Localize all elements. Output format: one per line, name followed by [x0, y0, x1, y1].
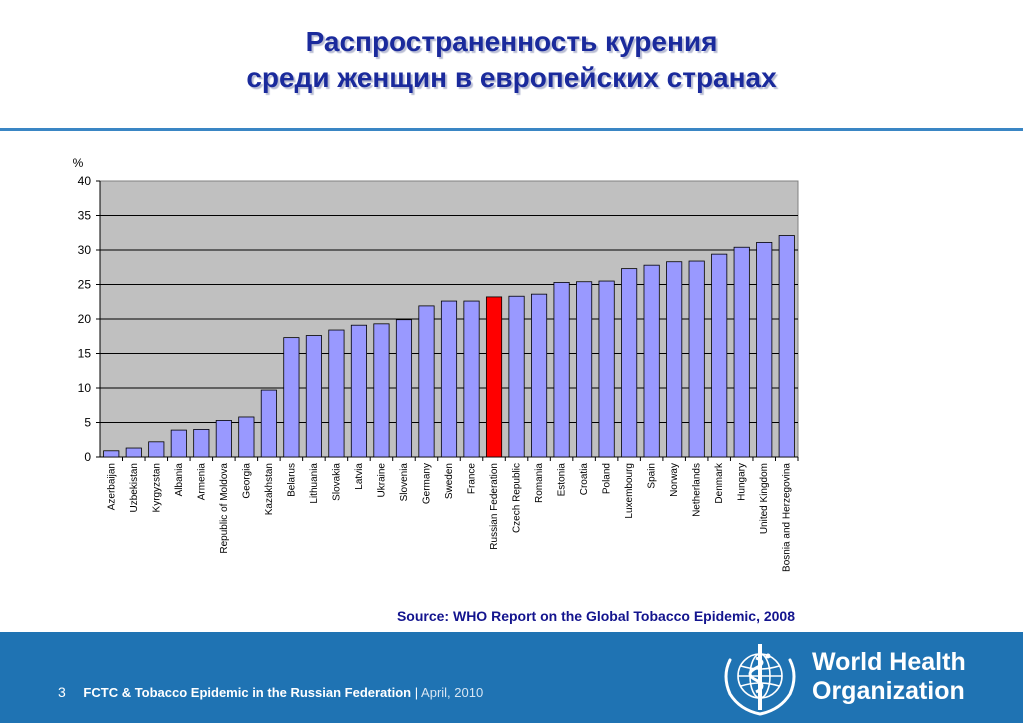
y-tick-label: 15: [78, 347, 92, 361]
bar-norway: [666, 261, 683, 458]
bar-azerbaijan: [103, 450, 120, 458]
bar-albania: [170, 429, 187, 458]
who-emblem-logo: [724, 644, 796, 716]
x-tick-label: Uzbekistan: [129, 463, 140, 512]
bar-republic-of-moldova: [215, 420, 232, 458]
footer-date: April, 2010: [421, 685, 484, 700]
bar-croatia: [576, 281, 593, 458]
y-tick-label: 5: [84, 416, 91, 430]
bar-kyrgyzstan: [148, 441, 165, 458]
x-tick-label: Albania: [174, 463, 185, 497]
bar-hungary: [733, 246, 750, 458]
x-tick-label: Slovakia: [331, 463, 342, 501]
x-tick-label: United Kingdom: [759, 463, 770, 534]
x-tick-label: Georgia: [241, 463, 252, 499]
x-tick-label: Norway: [669, 463, 680, 497]
page-number: 3: [58, 684, 66, 700]
y-tick-label: 40: [78, 174, 92, 188]
x-tick-label: Romania: [534, 463, 545, 503]
bar-ukraine: [373, 323, 390, 458]
x-tick-label: Russian Federation: [489, 463, 500, 550]
bar-sweden: [440, 300, 458, 458]
x-tick-label: Croatia: [579, 463, 590, 496]
x-tick-label: Azerbaijan: [106, 463, 117, 510]
who-wordmark: World Health Organization: [812, 648, 966, 706]
x-tick-label: France: [467, 463, 478, 495]
slide-title: Распространенность курения среди женщин …: [0, 24, 1023, 96]
footer-text: 3 FCTC & Tobacco Epidemic in the Russian…: [58, 684, 483, 700]
title-line-1: Распространенность курения: [305, 26, 718, 57]
y-axis-label: %: [73, 156, 84, 170]
x-tick-label: Lithuania: [309, 463, 320, 504]
who-wordmark-line-2: Organization: [812, 677, 965, 705]
title-divider: [0, 128, 1023, 131]
y-tick-label: 25: [78, 278, 92, 292]
y-tick-label: 30: [78, 243, 92, 257]
y-tick-label: 0: [84, 450, 91, 464]
x-tick-label: Republic of Moldova: [219, 463, 230, 554]
bar-spain: [643, 264, 660, 458]
bar-denmark: [711, 253, 728, 458]
bar-estonia: [553, 282, 570, 458]
y-tick-label: 20: [78, 312, 92, 326]
bar-czech-republic: [508, 295, 525, 458]
bar-belarus: [283, 337, 300, 458]
y-tick-label: 10: [78, 381, 92, 395]
bar-netherlands: [688, 260, 705, 458]
x-tick-label: Hungary: [737, 463, 748, 501]
bar-uzbekistan: [125, 447, 142, 458]
title-line-2: среди женщин в европейских странах: [246, 62, 777, 93]
x-tick-label: Denmark: [714, 462, 725, 504]
bar-bosnia-and-herzegovina: [778, 235, 795, 458]
bar-slovakia: [328, 329, 345, 458]
bar-germany: [418, 305, 435, 458]
bar-poland: [598, 280, 615, 458]
x-tick-label: Kazakhstan: [264, 463, 275, 515]
x-tick-label: Latvia: [354, 463, 365, 490]
bar-chart: 0 5 10 15 20 25 30 35 40% Azerbaijan Uzbekistan Kyr…: [73, 156, 799, 572]
bar-kazakhstan: [260, 389, 277, 458]
x-tick-label: Luxembourg: [624, 463, 635, 519]
x-tick-label: Germany: [421, 463, 432, 504]
bar-russian-federation: [485, 296, 503, 458]
source-note: Source: WHO Report on the Global Tobacco…: [396, 608, 795, 624]
x-tick-label: Bosnia and Herzegovina: [782, 463, 793, 572]
x-tick-label: Poland: [602, 463, 613, 494]
bar-luxembourg: [621, 268, 638, 458]
y-tick-label: 35: [78, 209, 92, 223]
bar-united-kingdom: [756, 242, 773, 458]
x-tick-label: Slovenia: [399, 463, 410, 502]
footer-bar: 3 FCTC & Tobacco Epidemic in the Russian…: [0, 632, 1023, 723]
footer-separator: |: [414, 685, 419, 700]
x-tick-label: Armenia: [196, 463, 207, 501]
footer-title: FCTC & Tobacco Epidemic in the Russian F…: [83, 685, 412, 700]
x-tick-label: Spain: [647, 463, 658, 489]
x-tick-label: Netherlands: [692, 463, 703, 517]
x-tick-label: Estonia: [557, 463, 568, 497]
bar-lithuania: [305, 335, 322, 458]
x-tick-label: Belarus: [286, 463, 297, 497]
who-wordmark-line-1: World Health: [812, 648, 966, 676]
bar-france: [463, 300, 480, 458]
bar-armenia: [193, 428, 210, 458]
x-tick-label: Sweden: [444, 463, 455, 499]
bar-romania: [531, 293, 548, 458]
x-tick-label: Czech Republic: [512, 463, 523, 533]
x-tick-label: Ukraine: [376, 463, 387, 498]
bar-slovenia: [395, 319, 413, 458]
x-tick-label: Kyrgyzstan: [151, 463, 162, 512]
bar-georgia: [238, 416, 255, 458]
bar-latvia: [350, 324, 367, 458]
